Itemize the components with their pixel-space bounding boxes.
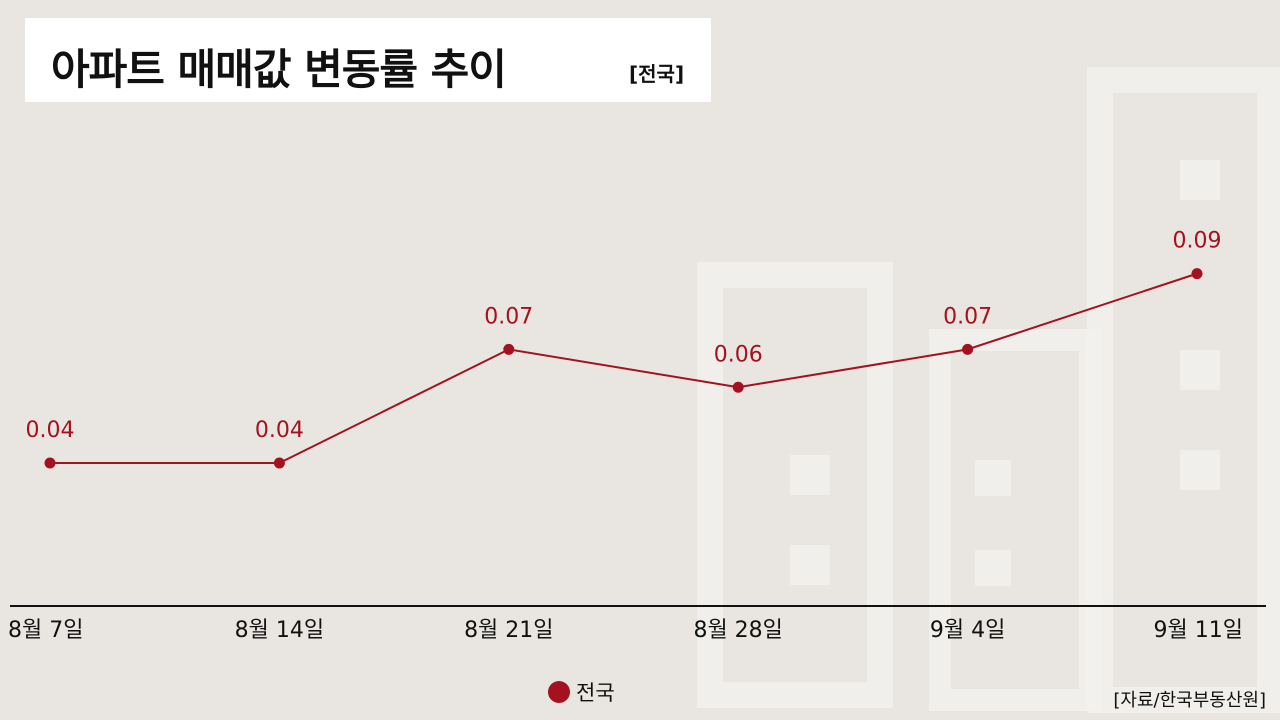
x-tick-label: 8월 28일: [693, 618, 782, 643]
x-tick-label: 8월 14일: [235, 618, 324, 643]
data-point: [503, 343, 515, 355]
data-point: [273, 457, 285, 469]
chart-title: 아파트 매매값 변동률 추이: [51, 45, 507, 94]
data-point: [732, 381, 744, 393]
x-tick-label: 8월 21일: [464, 618, 553, 643]
legend: 전국: [548, 678, 615, 706]
title-box: 아파트 매매값 변동률 추이 [전국]: [25, 18, 711, 102]
chart-subtitle: [전국]: [629, 62, 685, 86]
data-label: 0.06: [714, 342, 763, 367]
data-label: 0.07: [484, 304, 533, 329]
data-point: [44, 457, 56, 469]
legend-label: 전국: [576, 681, 615, 705]
x-tick-label: 9월 4일: [930, 618, 1005, 643]
x-tick-label: 8월 7일: [8, 618, 83, 643]
data-label: 0.07: [943, 304, 992, 329]
data-point: [1191, 268, 1203, 280]
data-label: 0.04: [255, 418, 304, 443]
data-point: [962, 343, 974, 355]
source-note: [자료/한국부동산원]: [1113, 690, 1266, 711]
data-label: 0.09: [1173, 229, 1222, 254]
legend-marker: [548, 681, 570, 703]
data-label: 0.04: [26, 418, 75, 443]
series-line: [50, 272, 1198, 464]
x-tick-label: 9월 11일: [1154, 618, 1243, 643]
